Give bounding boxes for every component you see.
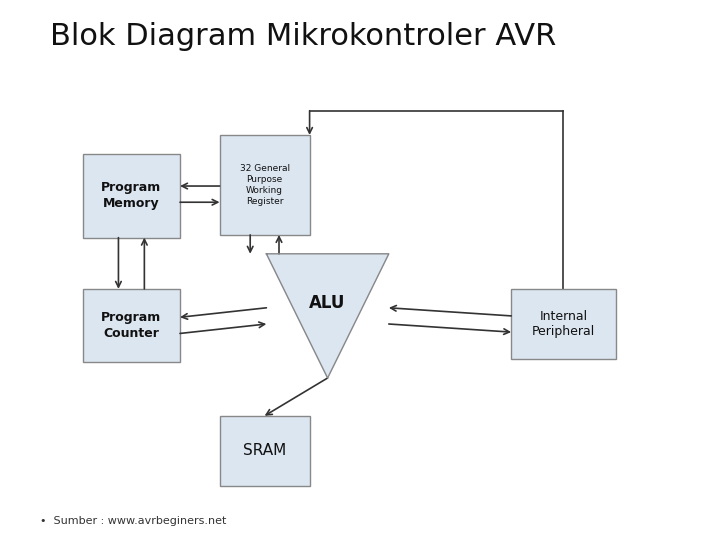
Text: SRAM: SRAM xyxy=(243,443,287,458)
Text: Program
Memory: Program Memory xyxy=(102,181,161,210)
Text: Blok Diagram Mikrokontroler AVR: Blok Diagram Mikrokontroler AVR xyxy=(50,22,557,51)
Text: Internal
Peripheral: Internal Peripheral xyxy=(532,309,595,339)
FancyBboxPatch shape xyxy=(220,135,310,235)
Text: •  Sumber : www.avrbeginers.net: • Sumber : www.avrbeginers.net xyxy=(40,516,226,526)
Text: Program
Counter: Program Counter xyxy=(102,311,161,340)
Text: 32 General
Purpose
Working
Register: 32 General Purpose Working Register xyxy=(240,164,289,206)
FancyBboxPatch shape xyxy=(83,289,180,362)
FancyBboxPatch shape xyxy=(83,154,180,238)
FancyBboxPatch shape xyxy=(511,289,616,359)
Polygon shape xyxy=(266,254,389,378)
FancyBboxPatch shape xyxy=(220,416,310,486)
Text: ALU: ALU xyxy=(310,294,346,313)
